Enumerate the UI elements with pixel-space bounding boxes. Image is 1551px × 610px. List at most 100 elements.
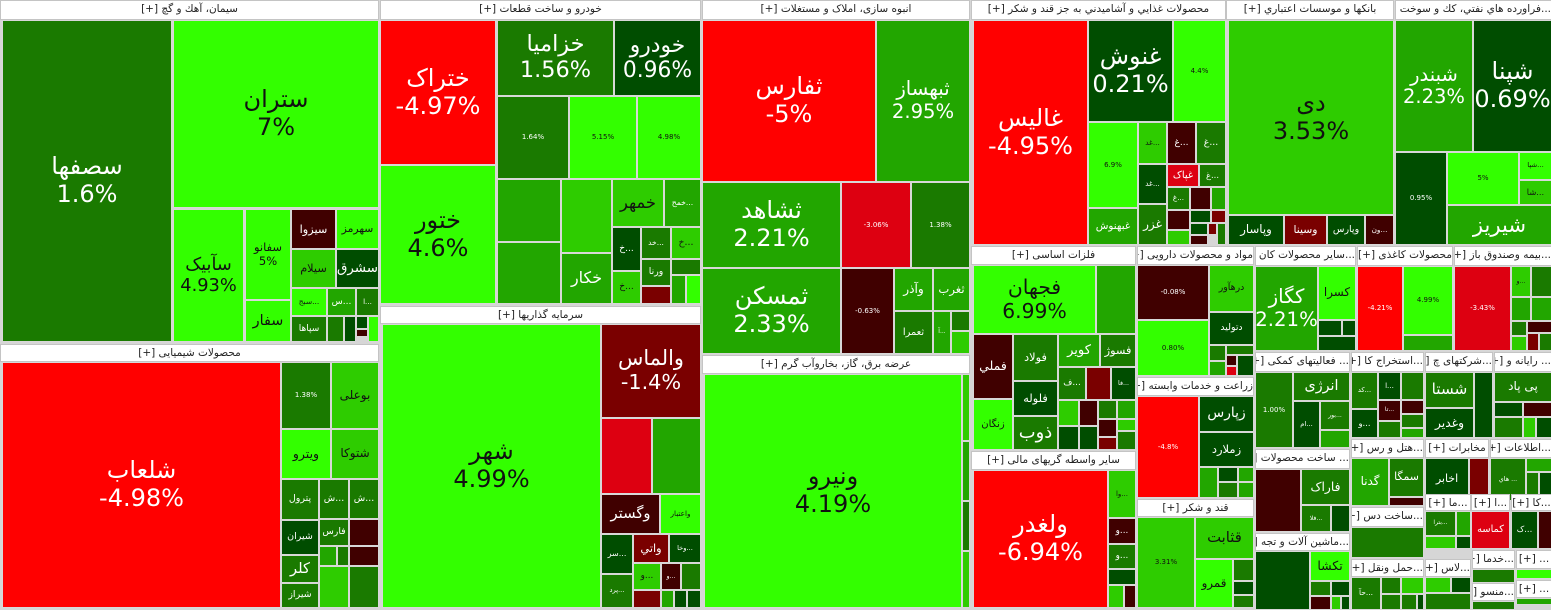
- stock-tile[interactable]: [1456, 511, 1471, 536]
- stock-tile[interactable]: 1.38%: [281, 362, 331, 429]
- sector-header[interactable]: قند و شکر [+]: [1137, 499, 1254, 517]
- stock-tile[interactable]: اخابر: [1425, 458, 1469, 501]
- stock-tile[interactable]: ...و: [1351, 409, 1378, 438]
- stock-tile[interactable]: واتي: [633, 534, 669, 563]
- stock-tile[interactable]: [1058, 426, 1079, 450]
- stock-tile[interactable]: ...غ: [1167, 187, 1190, 210]
- stock-tile[interactable]: [1310, 596, 1331, 610]
- stock-tile[interactable]: قثابت: [1195, 517, 1254, 559]
- stock-tile[interactable]: [1538, 511, 1551, 549]
- stock-tile[interactable]: [601, 418, 652, 494]
- stock-tile[interactable]: 4.98%: [637, 96, 701, 179]
- stock-tile[interactable]: کماسه: [1471, 511, 1510, 549]
- sector-header[interactable]: ... فعالیتهای کمکی [+]: [1255, 352, 1350, 372]
- stock-tile[interactable]: 5%: [1447, 152, 1519, 205]
- sector-header[interactable]: ...اطلاعات [+]: [1490, 439, 1551, 458]
- stock-tile[interactable]: [671, 275, 686, 304]
- stock-tile[interactable]: [1494, 402, 1523, 417]
- stock-tile[interactable]: وسینا: [1284, 215, 1327, 245]
- stock-tile[interactable]: [1098, 419, 1117, 437]
- stock-tile[interactable]: [951, 311, 970, 331]
- stock-tile[interactable]: ویترو: [281, 429, 331, 479]
- stock-tile[interactable]: [1401, 594, 1417, 610]
- sector-header[interactable]: ...ا [+]: [1471, 494, 1510, 511]
- stock-tile[interactable]: [1341, 596, 1350, 610]
- stock-tile[interactable]: [633, 590, 661, 608]
- stock-tile[interactable]: [962, 501, 970, 551]
- stock-tile[interactable]: [1167, 210, 1190, 230]
- stock-tile[interactable]: ...و: [1511, 266, 1531, 297]
- stock-tile[interactable]: ستران 7%: [173, 20, 379, 208]
- stock-tile[interactable]: 6.9%: [1088, 122, 1138, 208]
- stock-tile[interactable]: درهآور: [1209, 265, 1254, 312]
- stock-tile[interactable]: [1058, 400, 1079, 426]
- stock-tile[interactable]: [962, 441, 970, 501]
- sector-header[interactable]: ...سایر محصولات کان [+]: [1255, 246, 1356, 266]
- stock-tile[interactable]: 1.64%: [497, 96, 569, 179]
- stock-tile[interactable]: ...غد: [1138, 164, 1167, 204]
- sector-header[interactable]: سیمان، آهك و گچ [+]: [0, 0, 379, 20]
- sector-header[interactable]: بانکها و موسسات اعتباري [+]: [1226, 0, 1394, 20]
- stock-tile[interactable]: تکشا: [1310, 551, 1350, 581]
- stock-tile[interactable]: [1233, 581, 1254, 595]
- sector-header[interactable]: ...شرکتهای چ [+]: [1425, 352, 1493, 372]
- stock-tile[interactable]: ...آ: [933, 311, 951, 354]
- stock-tile[interactable]: [1425, 593, 1471, 610]
- stock-tile[interactable]: [319, 566, 349, 608]
- stock-tile[interactable]: کلر: [281, 555, 319, 583]
- stock-tile[interactable]: ...خمح: [664, 179, 701, 227]
- stock-tile[interactable]: فملي: [973, 334, 1013, 399]
- stock-tile[interactable]: [1331, 596, 1341, 610]
- stock-tile[interactable]: [1238, 467, 1254, 482]
- stock-tile[interactable]: [1117, 400, 1136, 419]
- stock-tile[interactable]: زپارس: [1199, 396, 1254, 432]
- stock-tile[interactable]: ...و: [633, 563, 661, 590]
- stock-tile[interactable]: [1381, 594, 1401, 610]
- stock-tile[interactable]: [1237, 355, 1254, 376]
- stock-tile[interactable]: 1.00%: [1255, 372, 1293, 448]
- stock-tile[interactable]: فسوژ: [1100, 334, 1136, 367]
- stock-tile[interactable]: [327, 316, 344, 342]
- stock-tile[interactable]: شبندر 2.23%: [1395, 20, 1473, 152]
- stock-tile[interactable]: [1378, 421, 1401, 438]
- stock-tile[interactable]: ...و: [661, 563, 681, 590]
- stock-tile[interactable]: 3.31%: [1137, 517, 1195, 608]
- stock-tile[interactable]: ...سر: [601, 534, 633, 574]
- stock-tile[interactable]: [1516, 598, 1551, 605]
- stock-tile[interactable]: وغدیر: [1425, 408, 1474, 438]
- sector-header[interactable]: مواد و محصولات دارویی [+]: [1137, 246, 1254, 265]
- stock-tile[interactable]: قمرو: [1195, 559, 1233, 608]
- stock-tile[interactable]: ثغرب: [933, 268, 970, 311]
- stock-tile[interactable]: [687, 590, 701, 608]
- stock-tile[interactable]: خودرو 0.96%: [614, 20, 701, 96]
- stock-tile[interactable]: والماس -1.4%: [601, 324, 701, 418]
- stock-tile[interactable]: [674, 590, 687, 608]
- stock-tile[interactable]: گدنا: [1351, 458, 1389, 506]
- sector-header[interactable]: ...حمل ونقل [+]: [1351, 559, 1424, 577]
- stock-tile[interactable]: غالیس -4.95%: [973, 20, 1088, 245]
- stock-tile[interactable]: سمگا: [1389, 458, 1424, 497]
- stock-tile[interactable]: ...ف: [1058, 367, 1086, 400]
- stock-tile[interactable]: ثشاهد 2.21%: [702, 182, 841, 268]
- stock-tile[interactable]: ...س: [327, 288, 356, 316]
- stock-tile[interactable]: ...تا: [1378, 400, 1401, 421]
- stock-tile[interactable]: [1331, 505, 1350, 532]
- stock-tile[interactable]: ولغدر -6.94%: [973, 470, 1108, 608]
- stock-tile[interactable]: [962, 551, 970, 608]
- stock-tile[interactable]: -4.21%: [1357, 266, 1403, 351]
- stock-tile[interactable]: -4.8%: [1137, 396, 1199, 498]
- sector-header[interactable]: ...استخراج کا [+]: [1351, 352, 1424, 372]
- stock-tile[interactable]: دتولید: [1209, 312, 1254, 345]
- stock-tile[interactable]: [1523, 402, 1551, 417]
- stock-tile[interactable]: [1451, 577, 1471, 593]
- stock-tile[interactable]: [1389, 497, 1424, 506]
- stock-tile[interactable]: [1167, 230, 1190, 245]
- stock-tile[interactable]: ثعمرا: [894, 311, 933, 354]
- stock-tile[interactable]: فارس: [319, 519, 349, 546]
- stock-tile[interactable]: [1218, 467, 1238, 482]
- stock-tile[interactable]: [1318, 336, 1356, 351]
- stock-tile[interactable]: [1536, 417, 1551, 438]
- stock-tile[interactable]: ...غد: [1138, 122, 1167, 164]
- stock-tile[interactable]: [1310, 581, 1331, 596]
- stock-tile[interactable]: [1233, 559, 1254, 581]
